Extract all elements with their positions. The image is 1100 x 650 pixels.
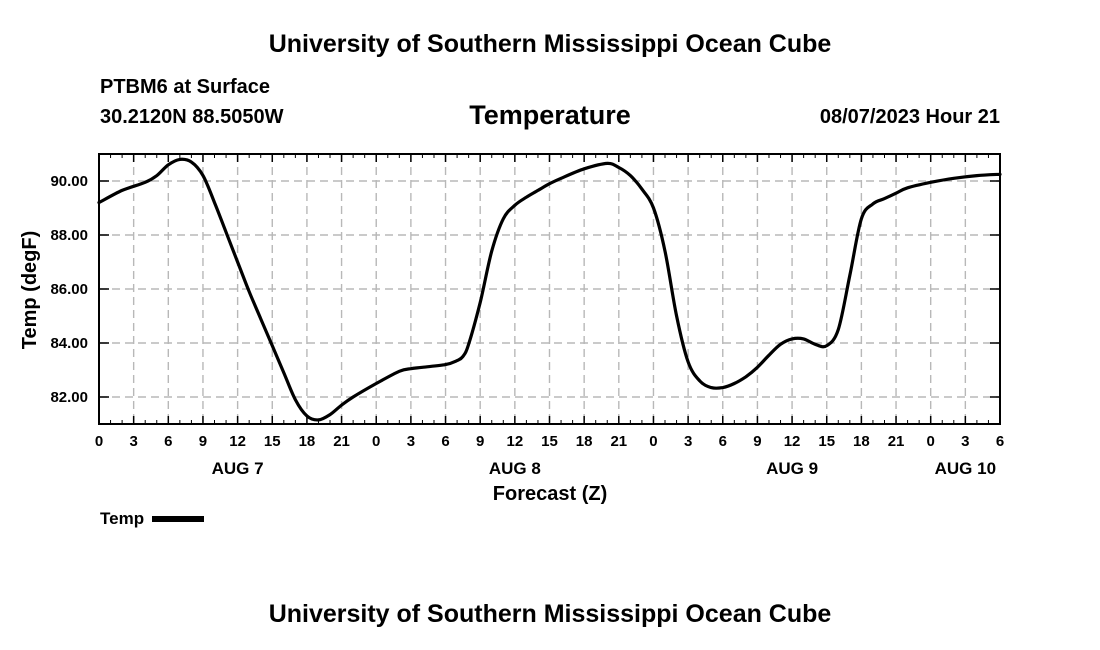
legend-line-swatch bbox=[152, 516, 205, 522]
plot-frame bbox=[98, 153, 1001, 425]
x-tick-label: 12 bbox=[784, 433, 801, 450]
day-label: AUG 8 bbox=[489, 459, 541, 478]
x-tick-label: 0 bbox=[649, 433, 657, 450]
x-tick-labels: 0 3 6 9 12 15 18 21 0 3 6 9 12 15 18 21 0 3 6 9 12 15 18 21 0 3 6 bbox=[95, 433, 1004, 450]
x-tick-label: 3 bbox=[129, 433, 137, 450]
station-coordinates: 30.2120N 88.5050W bbox=[100, 106, 284, 128]
x-tick-label: 15 bbox=[541, 433, 558, 450]
day-label: AUG 7 bbox=[212, 459, 264, 478]
y-tick-label: 84.00 bbox=[50, 335, 88, 352]
series-layer bbox=[97, 157, 1002, 422]
x-tick-label: 21 bbox=[888, 433, 905, 450]
y-axis-label: Temp (degF) bbox=[19, 231, 41, 350]
x-tick-label: 18 bbox=[576, 433, 593, 450]
y-tick-label: 88.00 bbox=[50, 227, 88, 244]
x-tick-label: 12 bbox=[229, 433, 246, 450]
x-tick-label: 21 bbox=[333, 433, 350, 450]
x-tick-label: 18 bbox=[853, 433, 870, 450]
x-tick-label: 0 bbox=[95, 433, 103, 450]
day-label: AUG 9 bbox=[766, 459, 818, 478]
x-tick-label: 6 bbox=[996, 433, 1004, 450]
x-tick-label: 15 bbox=[818, 433, 835, 450]
x-tick-label: 9 bbox=[199, 433, 207, 450]
x-tick-label: 6 bbox=[719, 433, 727, 450]
y-tick-labels: 82.00 84.00 86.00 88.00 90.00 bbox=[50, 173, 88, 406]
x-tick-label: 12 bbox=[507, 433, 524, 450]
x-tick-label: 6 bbox=[164, 433, 172, 450]
station-name: PTBM6 at Surface bbox=[100, 76, 271, 98]
x-tick-label: 0 bbox=[372, 433, 380, 450]
x-tick-label: 6 bbox=[441, 433, 449, 450]
x-tick-label: 3 bbox=[961, 433, 969, 450]
x-tick-label: 9 bbox=[753, 433, 761, 450]
x-tick-label: 21 bbox=[610, 433, 627, 450]
x-tick-label: 0 bbox=[927, 433, 935, 450]
day-label: AUG 10 bbox=[935, 459, 996, 478]
legend: Temp bbox=[100, 509, 205, 529]
x-axis-label: Forecast (Z) bbox=[493, 483, 607, 505]
day-labels: AUG 7 AUG 8 AUG 9 AUG 10 bbox=[212, 459, 996, 478]
page-title-top: University of Southern Mississippi Ocean… bbox=[268, 30, 832, 58]
x-tick-label: 3 bbox=[407, 433, 415, 450]
x-tick-label: 18 bbox=[299, 433, 316, 450]
grid-lines bbox=[99, 154, 1000, 424]
y-tick-label: 82.00 bbox=[50, 389, 88, 406]
y-tick-label: 90.00 bbox=[50, 173, 88, 190]
x-tick-label: 9 bbox=[476, 433, 484, 450]
y-tick-label: 86.00 bbox=[50, 281, 88, 298]
chart-title: Temperature bbox=[469, 100, 631, 130]
legend-label: Temp bbox=[100, 509, 145, 528]
temp-series-line bbox=[97, 157, 1002, 422]
x-tick-label: 15 bbox=[264, 433, 281, 450]
page-title-bottom: University of Southern Mississippi Ocean… bbox=[268, 600, 832, 628]
x-tick-label: 3 bbox=[684, 433, 692, 450]
forecast-timestamp: 08/07/2023 Hour 21 bbox=[819, 106, 1000, 128]
